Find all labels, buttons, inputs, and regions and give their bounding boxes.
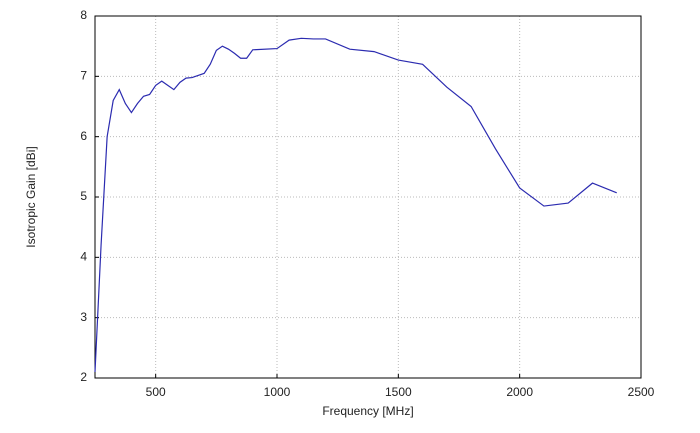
x-tick-label: 1000 xyxy=(264,385,291,399)
x-axis-label: Frequency [MHz] xyxy=(322,404,413,418)
y-axis-label: Isotropic Gain [dBi] xyxy=(24,146,38,247)
y-tick-label: 7 xyxy=(80,69,87,83)
y-tick-label: 6 xyxy=(80,129,87,143)
x-tick-label: 2000 xyxy=(506,385,533,399)
x-tick-label: 500 xyxy=(146,385,166,399)
x-tick-label: 2500 xyxy=(628,385,655,399)
plot-frame xyxy=(94,15,642,379)
line-series xyxy=(94,37,617,372)
x-tick-label: 1500 xyxy=(385,385,412,399)
y-tick-label: 2 xyxy=(80,370,87,384)
y-tick-label: 4 xyxy=(80,250,87,264)
y-tick-label: 8 xyxy=(80,8,87,22)
y-tick-label: 3 xyxy=(80,310,87,324)
y-tick-label: 5 xyxy=(80,189,87,203)
